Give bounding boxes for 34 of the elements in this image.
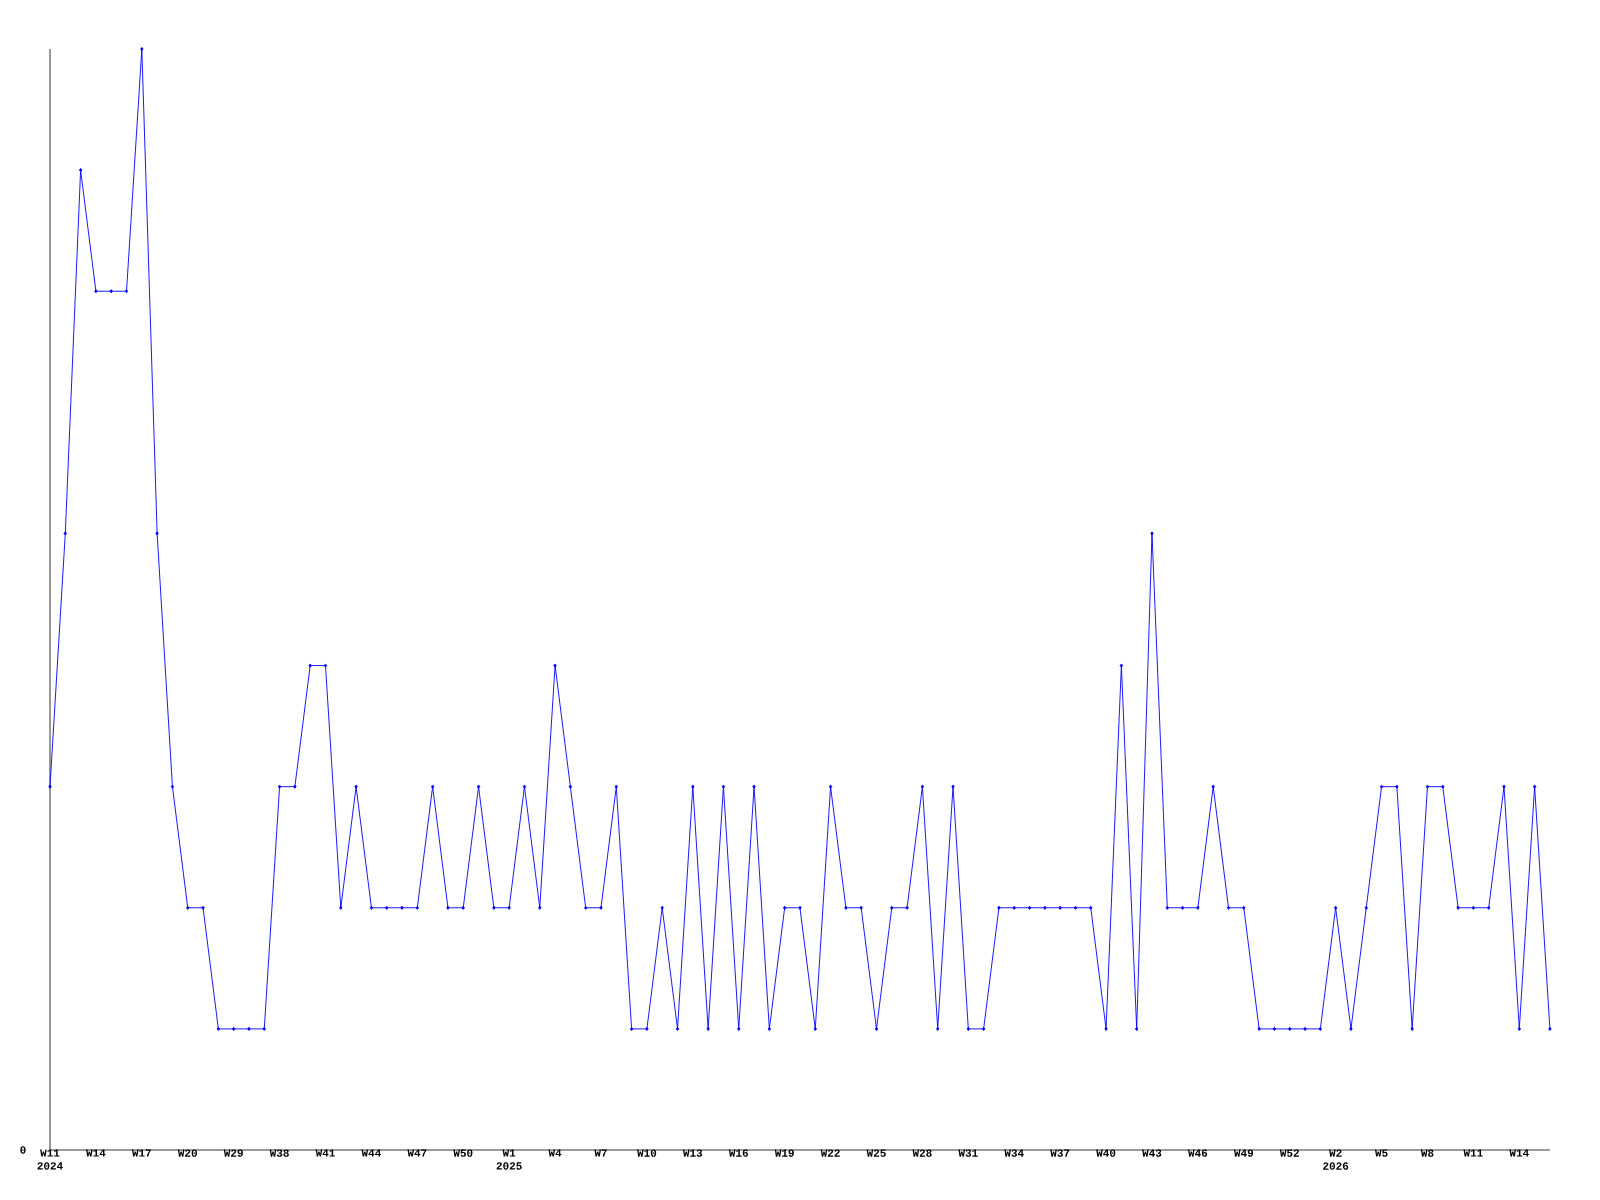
x-tick-label: W50 (453, 1149, 473, 1157)
x-tick-label: W38 (269, 1149, 289, 1157)
x-tick-label: W47 (407, 1149, 427, 1157)
x-tick-label: W4 (548, 1149, 562, 1157)
x-tick-label: W20 (177, 1149, 197, 1157)
x-tick-label: W8 (1420, 1149, 1434, 1157)
x-tick-label: W14 (1509, 1149, 1529, 1157)
x-tick-label: W52 (1279, 1149, 1299, 1157)
x-tick-label: W7 (594, 1149, 607, 1157)
x-tick-label: W43 (1142, 1149, 1162, 1157)
x-tick-label: W49 (1233, 1149, 1254, 1157)
x-tick-label: W29 (223, 1149, 243, 1157)
x-tick-label: W34 (1004, 1149, 1024, 1157)
x-tick-label: W25 (866, 1149, 886, 1157)
x-tick-label: W2 2026 (1323, 1149, 1349, 1170)
x-tick-label: W11 2024 (37, 1149, 63, 1170)
x-tick-label: W13 (682, 1149, 703, 1157)
x-tick-label: W14 (86, 1149, 106, 1157)
x-tick-label: W17 (131, 1149, 151, 1157)
x-tick-label: W37 (1050, 1149, 1070, 1157)
text: 0 (20, 1146, 26, 1154)
x-tick-label: W10 (637, 1149, 657, 1157)
x-tick-label: W5 (1374, 1149, 1388, 1157)
x-tick-label: W41 (315, 1149, 335, 1157)
x-tick-label: W31 (958, 1149, 978, 1157)
x-tick-label: W28 (912, 1149, 932, 1157)
x-tick-label: W44 (361, 1149, 381, 1157)
x-tick-label: W22 (820, 1149, 840, 1157)
x-tick-label: W16 (728, 1149, 748, 1157)
x-tick-label: W19 (774, 1149, 794, 1157)
x-tick-label: W40 (1096, 1149, 1116, 1157)
x-tick-label: W1 2025 (496, 1149, 522, 1170)
x-tick-label: W11 (1463, 1149, 1483, 1157)
x-tick-label: W46 (1188, 1149, 1208, 1157)
